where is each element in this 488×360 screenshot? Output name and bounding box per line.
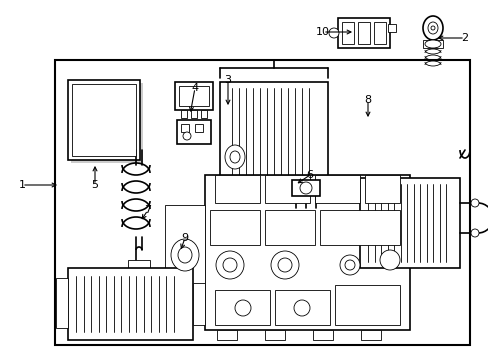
Bar xyxy=(177,120,210,144)
Text: 1: 1 xyxy=(19,180,25,190)
Bar xyxy=(215,290,269,325)
Ellipse shape xyxy=(223,258,237,272)
Bar xyxy=(55,60,469,345)
Bar xyxy=(181,110,186,118)
Ellipse shape xyxy=(379,250,399,270)
Ellipse shape xyxy=(345,260,354,270)
Ellipse shape xyxy=(293,300,309,316)
Bar xyxy=(319,210,399,245)
Bar xyxy=(359,178,459,268)
Bar xyxy=(179,86,208,106)
Ellipse shape xyxy=(424,40,440,48)
Bar xyxy=(341,22,353,44)
Bar xyxy=(177,256,193,266)
Bar xyxy=(175,82,213,110)
Bar xyxy=(193,283,204,325)
Bar xyxy=(195,124,203,132)
Bar xyxy=(373,22,385,44)
Bar xyxy=(334,285,399,325)
Ellipse shape xyxy=(470,199,478,207)
Ellipse shape xyxy=(430,26,434,30)
Bar xyxy=(360,330,380,340)
Bar xyxy=(314,175,359,203)
Bar xyxy=(71,83,142,163)
Bar xyxy=(181,124,189,132)
Bar xyxy=(312,330,332,340)
Text: 7: 7 xyxy=(144,205,151,215)
Bar xyxy=(337,18,389,48)
Bar xyxy=(291,180,319,196)
Ellipse shape xyxy=(278,258,291,272)
Bar xyxy=(72,84,136,156)
Bar xyxy=(357,22,369,44)
Bar xyxy=(422,40,442,48)
Bar xyxy=(164,205,204,300)
Bar xyxy=(264,210,314,245)
Ellipse shape xyxy=(224,145,244,169)
Bar xyxy=(68,268,193,340)
Text: 8: 8 xyxy=(364,95,371,105)
Bar xyxy=(128,260,150,270)
Bar xyxy=(387,24,395,32)
Bar xyxy=(220,82,327,227)
Ellipse shape xyxy=(339,255,359,275)
Bar xyxy=(264,175,309,203)
Text: 3: 3 xyxy=(224,75,231,85)
Ellipse shape xyxy=(470,229,478,237)
Bar xyxy=(201,110,206,118)
Text: 10: 10 xyxy=(315,27,329,37)
Text: 9: 9 xyxy=(181,233,188,243)
Bar xyxy=(264,330,285,340)
Ellipse shape xyxy=(422,16,442,40)
Bar xyxy=(68,80,140,160)
Ellipse shape xyxy=(229,151,240,163)
Ellipse shape xyxy=(328,28,338,38)
Ellipse shape xyxy=(235,300,250,316)
Text: 4: 4 xyxy=(191,83,198,93)
Bar xyxy=(56,278,68,328)
Ellipse shape xyxy=(427,22,437,34)
Bar xyxy=(217,330,237,340)
Ellipse shape xyxy=(177,240,193,256)
Bar xyxy=(364,175,399,203)
Bar xyxy=(215,175,260,203)
Text: 5: 5 xyxy=(91,180,98,190)
Ellipse shape xyxy=(299,182,311,194)
Ellipse shape xyxy=(216,251,244,279)
Text: 6: 6 xyxy=(306,170,313,180)
Ellipse shape xyxy=(171,239,199,271)
Bar xyxy=(274,290,329,325)
Ellipse shape xyxy=(183,132,191,140)
Bar xyxy=(191,110,197,118)
Ellipse shape xyxy=(181,244,189,252)
Bar xyxy=(204,175,409,330)
Ellipse shape xyxy=(178,247,192,263)
Text: 2: 2 xyxy=(461,33,468,43)
Ellipse shape xyxy=(270,251,298,279)
Bar xyxy=(209,210,260,245)
